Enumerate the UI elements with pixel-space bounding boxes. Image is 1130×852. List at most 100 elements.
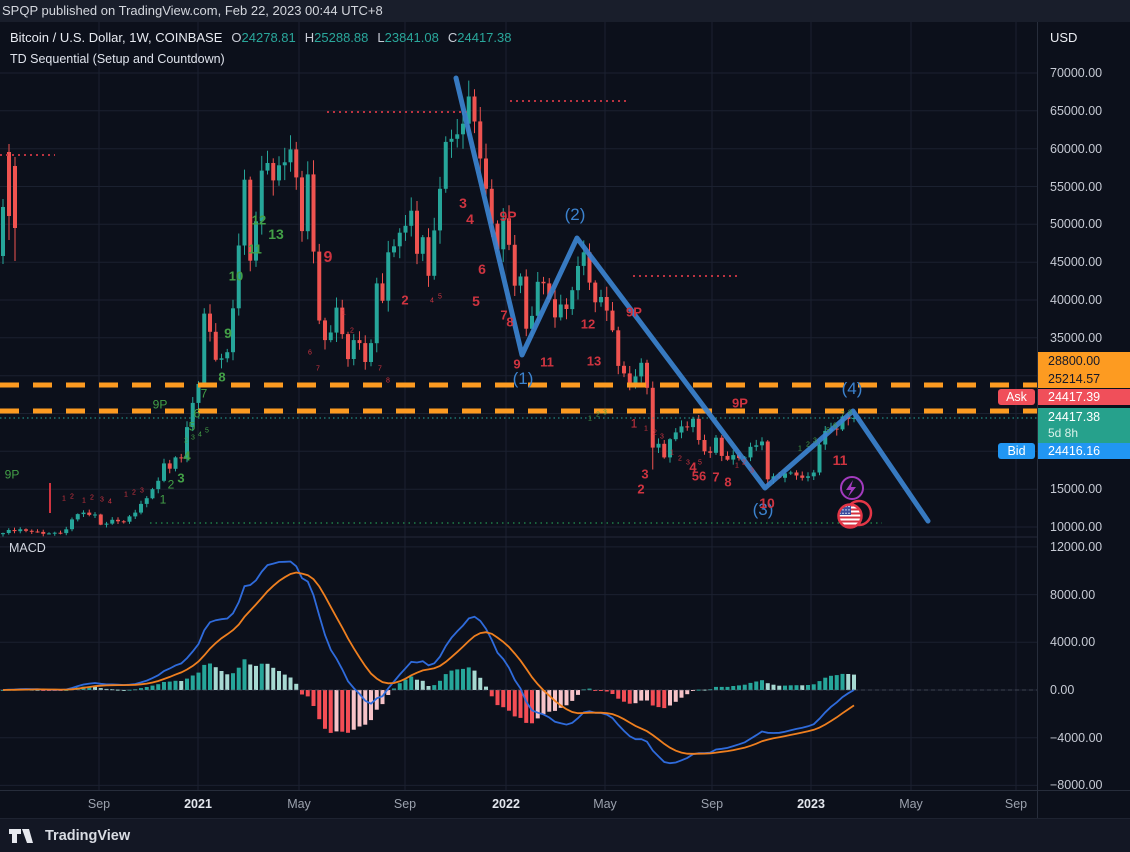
svg-text:2: 2	[653, 430, 657, 437]
svg-text:3: 3	[177, 471, 184, 486]
macd-indicator	[0, 560, 1037, 765]
price-tick-label: 15000.00	[1050, 482, 1103, 497]
macd-tick-label: 8000.00	[1050, 587, 1096, 602]
svg-text:11: 11	[540, 355, 554, 370]
svg-text:4: 4	[198, 432, 202, 439]
svg-text:9: 9	[324, 249, 333, 266]
symbol-title[interactable]: Bitcoin / U.S. Dollar, 1W, COINBASE	[10, 30, 223, 45]
symbol-legend[interactable]: Bitcoin / U.S. Dollar, 1W, COINBASE O2427…	[10, 30, 511, 45]
svg-text:7: 7	[712, 470, 719, 485]
close-label: C	[447, 30, 458, 45]
svg-text:9P: 9P	[732, 396, 748, 411]
close-value: 24417.38	[457, 30, 512, 45]
svg-text:9P: 9P	[153, 397, 168, 411]
attribution-bar: SPQP published on TradingView.com, Feb 2…	[0, 0, 1130, 22]
price-tick-label: 45000.00	[1050, 255, 1103, 270]
svg-text:3: 3	[459, 195, 467, 211]
price-tick-label: 70000.00	[1050, 66, 1103, 80]
macd-tick-label: −4000.00	[1050, 730, 1103, 745]
us-flag-sticker[interactable]	[837, 499, 873, 529]
time-axis-label: May	[593, 797, 617, 811]
time-axis-label: Sep	[1004, 797, 1028, 811]
macd-pane-label[interactable]: MACD	[9, 541, 46, 555]
indicator-legend[interactable]: TD Sequential (Setup and Countdown)	[10, 52, 225, 66]
svg-text:1: 1	[342, 310, 346, 317]
last-price-label: 24417.38 5d 8h	[1038, 407, 1130, 443]
lightning-sticker[interactable]	[840, 476, 864, 500]
svg-text:5: 5	[826, 428, 830, 435]
svg-text:3: 3	[191, 435, 195, 442]
svg-text:1: 1	[160, 492, 167, 506]
svg-text:5: 5	[205, 428, 209, 435]
svg-text:1: 1	[82, 498, 86, 505]
svg-text:7: 7	[201, 386, 208, 400]
svg-text:2: 2	[132, 490, 136, 497]
price-tick-label: 50000.00	[1050, 217, 1103, 232]
time-axis-label: 2022	[492, 797, 520, 811]
svg-text:10: 10	[759, 495, 775, 511]
macd-line	[2, 560, 855, 765]
svg-text:3: 3	[750, 468, 754, 475]
svg-text:11: 11	[833, 452, 848, 468]
svg-text:1: 1	[631, 416, 638, 430]
last-price-value: 24417.38	[1048, 410, 1101, 424]
wave-label: (2)	[565, 205, 586, 224]
low-label: L	[377, 30, 385, 45]
svg-text:4: 4	[430, 298, 434, 305]
svg-text:7: 7	[378, 366, 382, 373]
time-axis[interactable]: Sep 2021 May Sep 2022 May Sep 2023 May Sep	[0, 790, 1130, 818]
currency-label: USD	[1050, 30, 1078, 45]
tradingview-logo-icon[interactable]	[8, 828, 38, 844]
svg-text:2: 2	[742, 460, 746, 467]
time-axis-label: 2023	[797, 797, 825, 811]
elliott-wave-line[interactable]	[453, 75, 931, 524]
svg-text:2: 2	[637, 482, 644, 497]
bid-price-label: 24416.16	[1038, 443, 1130, 459]
macd-signal-line	[2, 571, 855, 755]
svg-text:8: 8	[218, 370, 225, 385]
bar-countdown: 5d 8h	[1048, 426, 1079, 440]
low-value: 23841.08	[384, 30, 439, 45]
wave-label: (4)	[842, 379, 863, 398]
svg-text:6: 6	[833, 423, 837, 430]
svg-text:12: 12	[581, 317, 595, 332]
svg-text:2: 2	[70, 494, 74, 501]
ask-price-label: 24417.39	[1038, 389, 1130, 405]
time-axis-label: Sep	[393, 797, 417, 811]
price-tick-label: 60000.00	[1050, 141, 1103, 156]
orange-level-label-2: 25214.57	[1038, 370, 1130, 388]
svg-text:3: 3	[140, 488, 144, 495]
price-scale[interactable]: USD 70000.00 65000.00 60000.00 55000.00 5000…	[1037, 22, 1130, 818]
svg-text:5: 5	[438, 294, 442, 301]
svg-text:3: 3	[686, 460, 690, 467]
price-tick-label: 55000.00	[1050, 179, 1103, 194]
svg-text:1: 1	[644, 426, 648, 433]
svg-text:56: 56	[692, 469, 706, 484]
svg-text:9: 9	[224, 325, 232, 341]
orange-level-label-1: 28800.00	[1038, 352, 1130, 370]
axis-corner-divider	[1037, 791, 1038, 818]
svg-text:2: 2	[401, 293, 408, 308]
svg-text:1: 1	[735, 463, 739, 470]
svg-text:2: 2	[596, 412, 600, 419]
svg-text:3: 3	[641, 467, 648, 482]
tradingview-brand-text[interactable]: TradingView	[45, 827, 131, 844]
level-lines	[0, 100, 1037, 524]
svg-text:9P: 9P	[5, 467, 20, 481]
time-axis-label: May	[899, 797, 923, 811]
svg-text:7: 7	[841, 412, 845, 419]
svg-text:7: 7	[316, 366, 320, 373]
high-value: 25288.88	[314, 30, 369, 45]
svg-text:4: 4	[466, 211, 474, 227]
svg-text:5: 5	[698, 460, 702, 467]
svg-text:13: 13	[268, 226, 284, 242]
svg-text:4: 4	[108, 499, 112, 506]
svg-text:8: 8	[848, 410, 852, 417]
svg-text:2: 2	[350, 328, 354, 335]
open-value: 24278.81	[241, 30, 296, 45]
svg-text:8: 8	[724, 475, 731, 490]
time-axis-label: May	[287, 797, 311, 811]
footer-bar: TradingView	[0, 818, 1130, 852]
